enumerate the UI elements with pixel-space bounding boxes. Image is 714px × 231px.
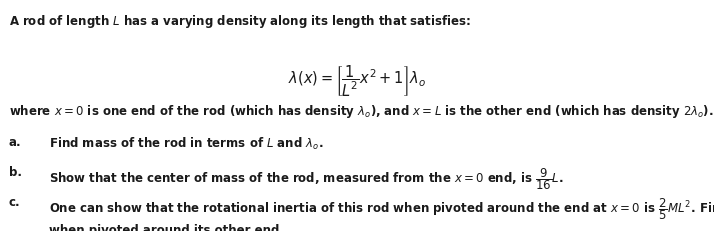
Text: c.: c. [9,195,20,208]
Text: Find mass of the rod in terms of $L$ and $\lambda_o$.: Find mass of the rod in terms of $L$ and… [49,135,323,151]
Text: A rod of length $L$ has a varying density along its length that satisfies:: A rod of length $L$ has a varying densit… [9,13,471,30]
Text: when pivoted around its other end.: when pivoted around its other end. [49,223,283,231]
Text: where $x=0$ is one end of the rod (which has density $\lambda_o$), and $x=L$ is : where $x=0$ is one end of the rod (which… [9,103,713,120]
Text: One can show that the rotational inertia of this rod when pivoted around the end: One can show that the rotational inertia… [49,195,714,221]
Text: b.: b. [9,165,21,178]
Text: Show that the center of mass of the rod, measured from the $x=0$ end, is $\dfrac: Show that the center of mass of the rod,… [49,165,563,191]
Text: $\lambda(x)=\left[\dfrac{1}{L^2}x^2+1\right]\lambda_o$: $\lambda(x)=\left[\dfrac{1}{L^2}x^2+1\ri… [288,64,426,99]
Text: a.: a. [9,135,21,148]
